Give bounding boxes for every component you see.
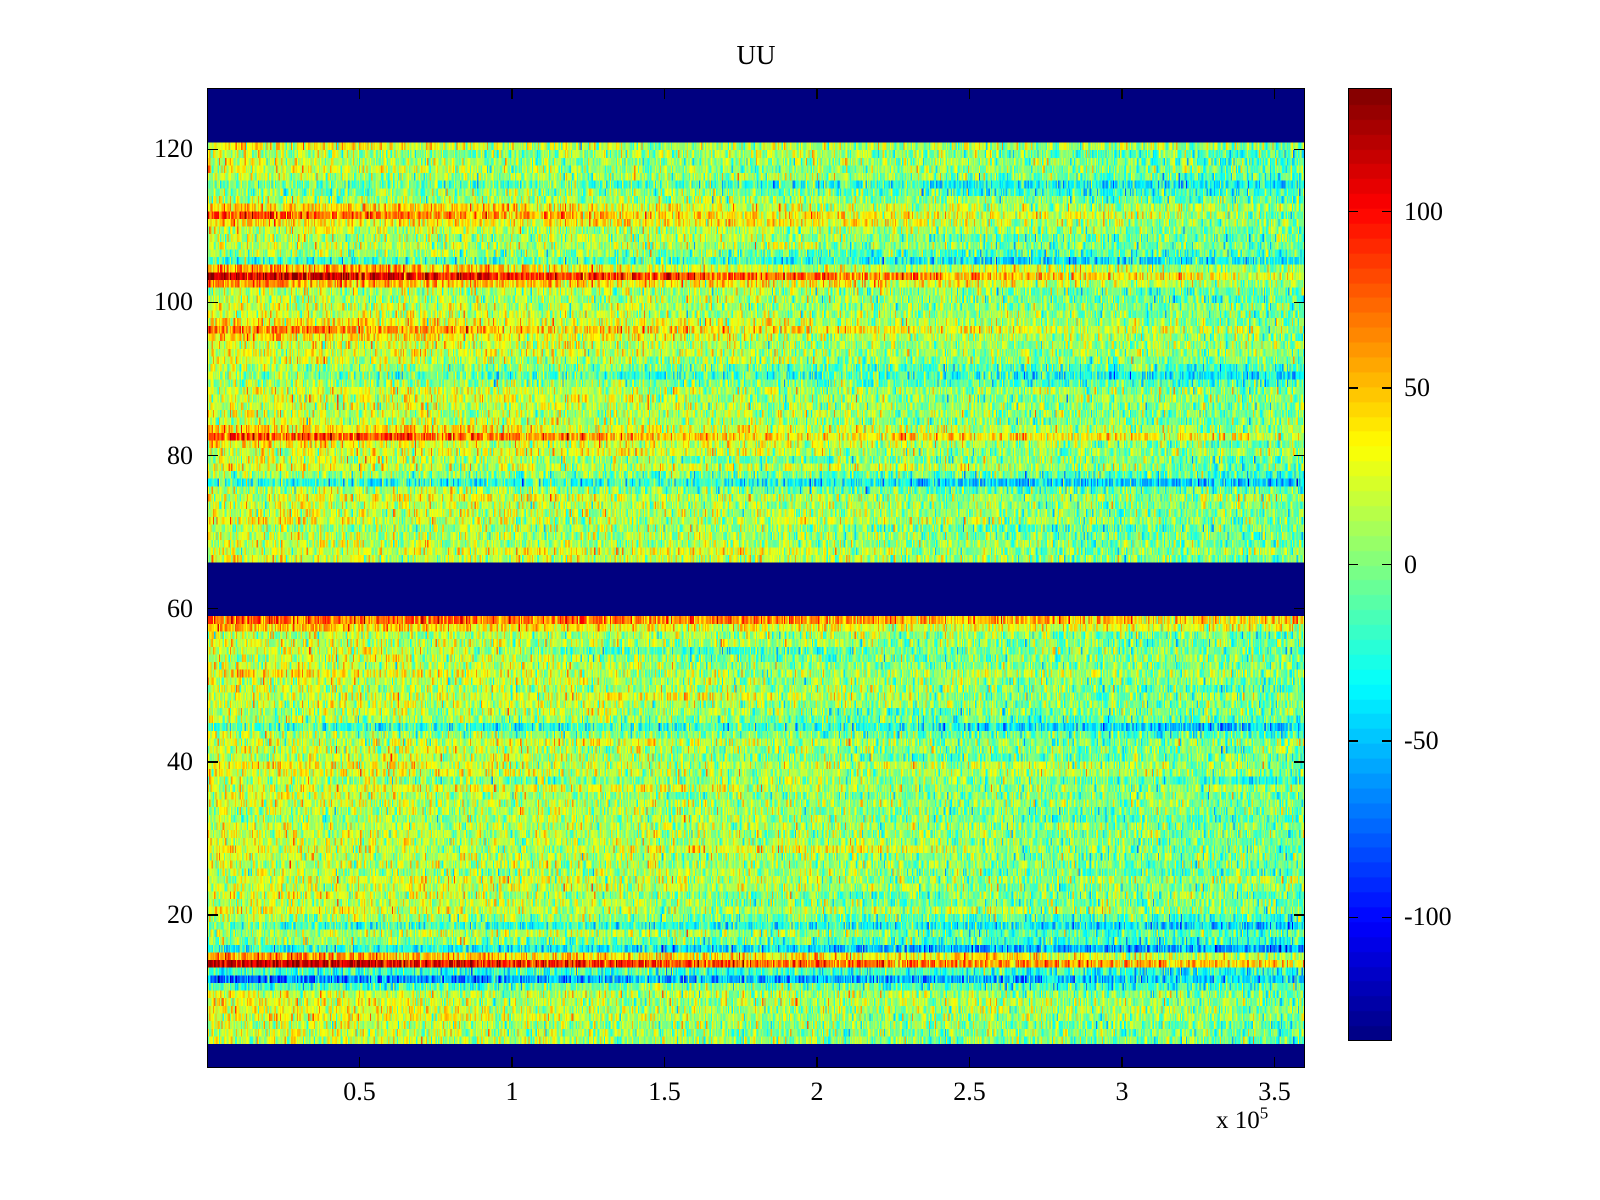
y-axis-tick (207, 454, 218, 457)
page-title: UU (736, 40, 776, 70)
heatmap-image (208, 89, 1304, 1067)
x-axis-tick (511, 1057, 513, 1068)
colorbar-tick (1348, 916, 1358, 919)
heatmap-axes[interactable] (207, 88, 1305, 1068)
y-axis-tick (1294, 914, 1305, 916)
x-axis-tick-label: 2 (810, 1077, 824, 1106)
y-axis-tick-label: 20 (167, 899, 193, 929)
colorbar-tick (1348, 740, 1358, 742)
x-axis-tick (358, 1057, 361, 1068)
y-axis-tick-label: 80 (167, 440, 193, 470)
colorbar-tick (1382, 740, 1392, 742)
colorbar-tick (1348, 563, 1358, 566)
colorbar-tick (1348, 210, 1358, 213)
x-axis-tick-label: 3.5 (1258, 1077, 1291, 1106)
y-axis-tick (207, 148, 218, 150)
x-axis-tick (1121, 1057, 1123, 1068)
y-axis-tick-label: 40 (167, 746, 193, 776)
x-axis-tick-label: 1.5 (648, 1077, 681, 1106)
x-axis-exponent-base: x 10 (1216, 1107, 1260, 1134)
x-axis-tick-label: 1 (505, 1077, 519, 1106)
colorbar-tick (1382, 387, 1392, 389)
y-axis-tick-label: 100 (154, 287, 193, 317)
x-axis-exponent-power: 5 (1259, 1103, 1269, 1123)
x-axis-tick-label: 3 (1115, 1077, 1129, 1106)
y-axis-tick (207, 761, 218, 763)
y-axis-tick (1294, 148, 1305, 150)
x-axis-tick (968, 1057, 971, 1068)
x-axis-tick (816, 88, 818, 99)
x-axis-tick (1273, 1057, 1276, 1068)
y-axis-tick-label: 120 (154, 134, 193, 164)
y-axis-tick (207, 914, 218, 916)
y-axis-tick (207, 607, 218, 610)
x-axis-tick (1121, 88, 1123, 99)
colorbar-tick-label: -50 (1404, 725, 1439, 755)
x-axis-tick (1273, 88, 1276, 99)
colorbar-tick (1382, 916, 1392, 919)
x-axis-tick-label: 2.5 (953, 1077, 986, 1106)
colorbar-tick-label: -100 (1404, 902, 1452, 932)
colorbar-tick (1382, 563, 1392, 566)
colorbar-tick-label: 100 (1404, 196, 1443, 226)
colorbar-tick (1348, 387, 1358, 389)
y-axis-tick-label: 60 (167, 593, 193, 623)
x-axis-tick (511, 88, 513, 99)
y-axis-tick (1294, 301, 1305, 304)
x-axis-tick (358, 88, 361, 99)
x-axis-tick (663, 1057, 666, 1068)
colorbar-tick (1382, 210, 1392, 213)
x-axis-tick (968, 88, 971, 99)
x-axis-tick (663, 88, 666, 99)
x-axis-exponent-label: x 105 (1216, 1105, 1268, 1134)
colorbar-tick-label: 0 (1404, 549, 1417, 579)
y-axis-tick (207, 301, 218, 304)
y-axis-tick (1294, 761, 1305, 763)
colorbar-tick-label: 50 (1404, 373, 1430, 403)
x-axis-tick-label: 0.5 (343, 1077, 376, 1106)
y-axis-tick (1294, 607, 1305, 610)
x-axis-tick (816, 1057, 818, 1068)
y-axis-tick (1294, 454, 1305, 457)
